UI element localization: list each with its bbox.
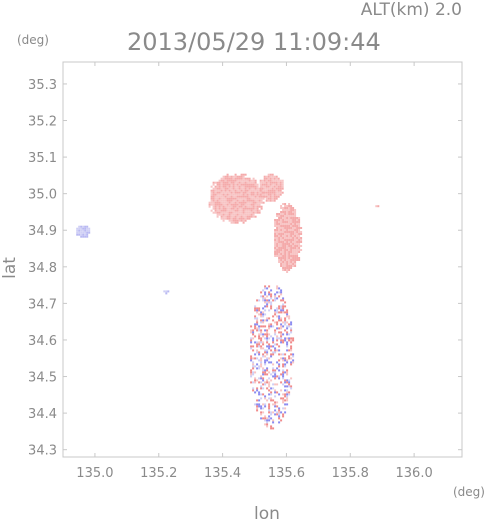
x-tick-label: 135.4 — [204, 466, 241, 481]
y-tick-label: 34.5 — [28, 371, 57, 386]
x-tick-label: 135.6 — [268, 466, 305, 481]
x-tick-label: 135.8 — [332, 466, 369, 481]
radar-echo-layer — [76, 173, 380, 430]
x-unit-label: (deg) — [453, 485, 485, 499]
y-tick-label: 35.1 — [28, 151, 57, 166]
tick-layer: 135.0 135.2 135.4 135.6 135.8 136.0 35.3 35.2 35… — [28, 62, 462, 481]
y-tick-label: 35.0 — [28, 188, 57, 203]
y-tick-label: 34.4 — [28, 407, 57, 422]
timestamp-title: 2013/05/29 11:09:44 — [127, 28, 381, 56]
y-tick-label: 35.2 — [28, 115, 57, 130]
y-tick-label: 34.8 — [28, 261, 57, 276]
y-tick-label: 34.7 — [28, 297, 57, 312]
altitude-label: ALT(km) 2.0 — [361, 0, 462, 20]
plot-frame — [62, 61, 463, 458]
x-tick-label: 135.0 — [76, 466, 113, 481]
x-tick-label: 136.0 — [396, 466, 433, 481]
x-tick-label: 135.2 — [140, 466, 177, 481]
y-tick-label: 34.3 — [28, 444, 57, 459]
y-tick-label: 35.3 — [28, 78, 57, 93]
y-tick-label: 34.9 — [28, 224, 57, 239]
y-tick-label: 34.6 — [28, 334, 57, 349]
y-axis-title: lat — [0, 257, 20, 279]
y-unit-label: (deg) — [17, 33, 49, 47]
x-axis-title: lon — [254, 504, 280, 521]
